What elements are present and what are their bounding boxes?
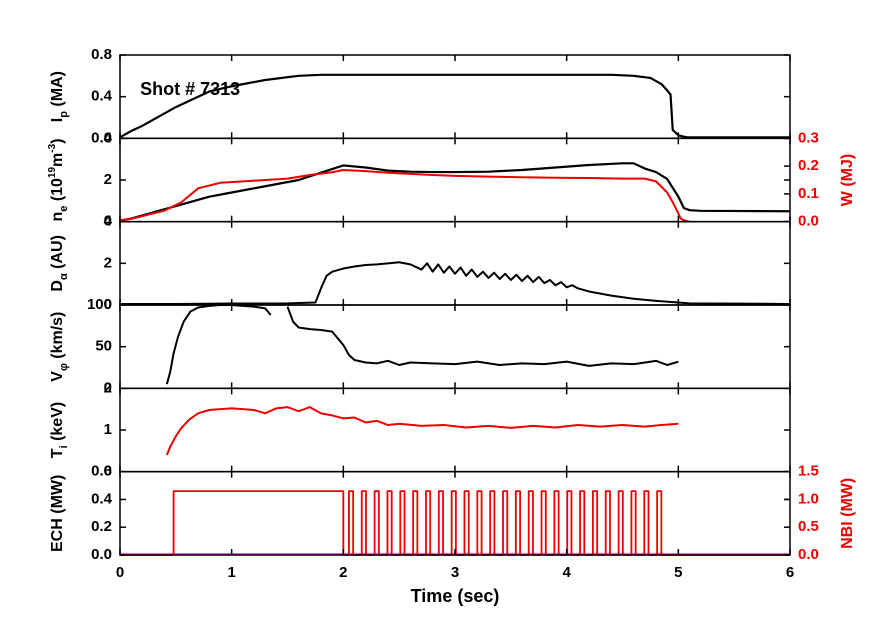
svg-text:0.4: 0.4: [91, 88, 113, 105]
svg-text:Ti (keV): Ti (keV): [49, 402, 70, 458]
svg-text:4: 4: [104, 213, 113, 230]
ylabel-Vphi: Vφ (km/s): [49, 312, 70, 382]
svg-text:0.0: 0.0: [798, 546, 819, 563]
svg-text:0.2: 0.2: [91, 518, 112, 535]
series-Ti: [167, 407, 678, 455]
svg-text:W (MJ): W (MJ): [839, 154, 856, 206]
ylabel-right-ne_W: W (MJ): [839, 154, 856, 206]
svg-text:50: 50: [95, 338, 112, 355]
panel-frame: [120, 388, 790, 471]
svg-text:2: 2: [104, 254, 112, 271]
svg-text:ECH (MW): ECH (MW): [49, 475, 66, 552]
svg-text:1.0: 1.0: [798, 490, 819, 507]
svg-text:1.5: 1.5: [798, 463, 819, 480]
svg-text:1: 1: [104, 421, 112, 438]
svg-text:Dα (AU): Dα (AU): [49, 235, 70, 292]
ylabel-Dalpha: Dα (AU): [49, 235, 70, 292]
svg-text:4: 4: [104, 129, 113, 146]
ylabel-Ti: Ti (keV): [49, 402, 70, 458]
series-W: [120, 170, 690, 222]
svg-text:0: 0: [116, 564, 124, 581]
xlabel: Time (sec): [411, 586, 500, 606]
svg-text:5: 5: [674, 564, 682, 581]
panel-frame: [120, 222, 790, 305]
ylabel-ECH_NBI: ECH (MW): [49, 475, 66, 552]
svg-text:Ip (MA): Ip (MA): [49, 71, 70, 122]
svg-text:0.0: 0.0: [798, 213, 819, 230]
svg-text:3: 3: [451, 564, 459, 581]
svg-text:0.0: 0.0: [91, 546, 112, 563]
svg-text:ne (1019m-3): ne (1019m-3): [47, 138, 70, 221]
svg-text:2: 2: [339, 564, 347, 581]
svg-text:0.1: 0.1: [798, 185, 819, 202]
ylabel-ip: Ip (MA): [49, 71, 70, 122]
ylabel-right-ECH_NBI: NBI (MW): [839, 478, 856, 549]
svg-text:Vφ (km/s): Vφ (km/s): [49, 312, 70, 382]
series-Vphi: [167, 305, 678, 384]
svg-text:0.2: 0.2: [798, 157, 819, 174]
shot-annotation: Shot # 7313: [140, 79, 240, 99]
svg-text:NBI (MW): NBI (MW): [839, 478, 856, 549]
svg-text:1: 1: [227, 564, 235, 581]
series-Da: [120, 262, 790, 304]
svg-text:2: 2: [104, 379, 112, 396]
svg-text:0.6: 0.6: [91, 463, 112, 480]
svg-text:0.8: 0.8: [91, 46, 112, 63]
ylabel-ne_W: ne (1019m-3): [47, 138, 70, 221]
svg-text:100: 100: [87, 296, 112, 313]
series-NBI: [120, 491, 790, 555]
time-series-figure: 0.0 0.4 0.8 Ip (MA) 0 2 4 0.0 0.1 0.2 0.3 ne (1019m…: [0, 0, 890, 622]
svg-text:0.4: 0.4: [91, 490, 113, 507]
panel-frame: [120, 305, 790, 388]
svg-text:0.5: 0.5: [798, 518, 819, 535]
svg-text:2: 2: [104, 171, 112, 188]
svg-text:0.3: 0.3: [798, 129, 819, 146]
svg-text:4: 4: [562, 564, 571, 581]
series-ne: [120, 163, 790, 220]
svg-text:6: 6: [786, 564, 794, 581]
